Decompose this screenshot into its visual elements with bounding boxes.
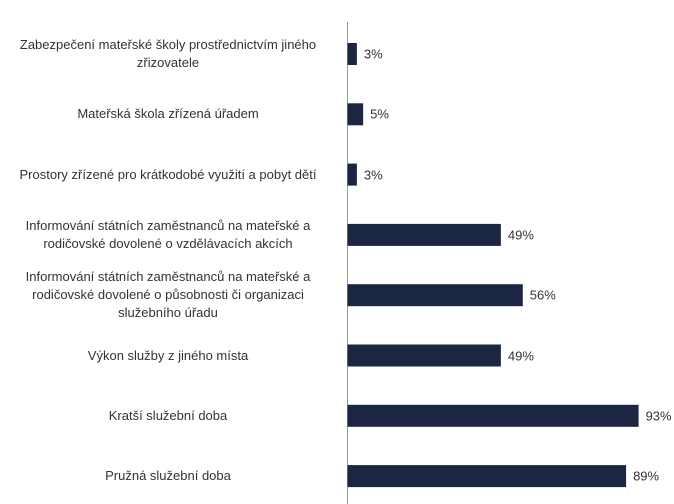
value-label: 93% [645,408,672,424]
category-label: Mateřská škola zřízená úřadem [77,106,259,122]
bar [347,223,501,246]
value-label: 89% [633,468,660,484]
bar [347,163,357,186]
category-label: Informování státních zaměstnanců na mate… [25,217,311,251]
bar [347,344,501,367]
value-label: 5% [370,106,389,122]
value-label: 56% [529,287,556,303]
value-label: 49% [507,227,534,243]
category-label: Výkon služby z jiného místa [87,347,249,363]
bar [347,404,639,427]
category-label: Zabezpečení mateřské školy prostřednictv… [19,37,317,70]
category-label: Kratší služební doba [108,407,228,423]
bar [347,284,523,307]
value-label: 3% [363,46,383,62]
bar [347,103,364,126]
category-label: Informování státních zaměstnanců na mate… [25,269,311,321]
bar [347,43,357,65]
value-label: 3% [363,167,383,183]
category-label: Pružná služební doba [105,468,231,484]
value-label: 49% [507,348,534,363]
category-label: Prostory zřízené pro krátkodobé využití … [19,166,317,182]
bar [347,465,627,488]
